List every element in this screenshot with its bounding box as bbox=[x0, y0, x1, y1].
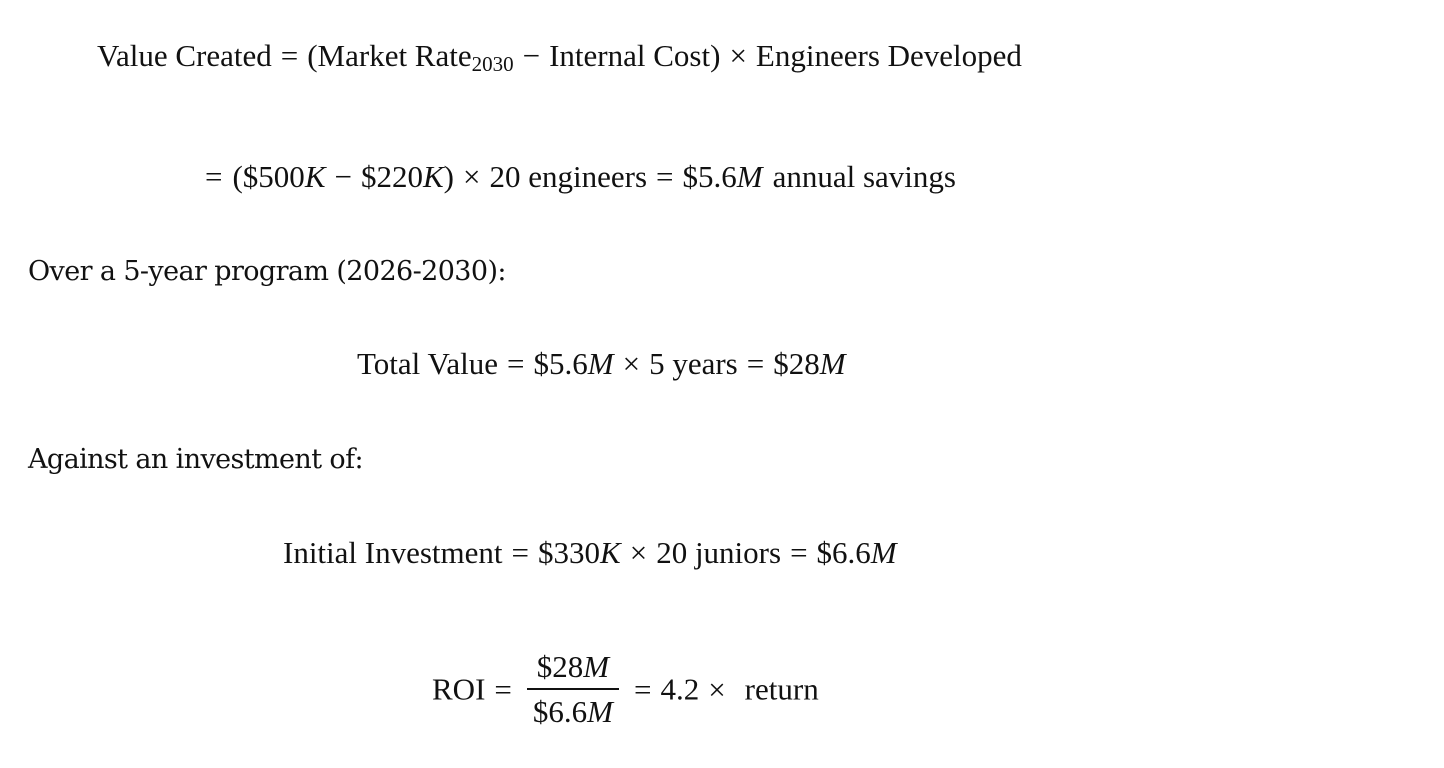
market-rate-term: (Market Rate bbox=[307, 38, 472, 73]
total-value-number: $28 bbox=[773, 346, 820, 381]
equals-sign: = bbox=[205, 159, 223, 194]
equals-sign: = bbox=[790, 535, 808, 570]
times-sign: × bbox=[463, 159, 481, 194]
equals-sign: = bbox=[633, 671, 652, 707]
total-value-label: Total Value bbox=[357, 346, 499, 381]
minus-sign: − bbox=[334, 159, 352, 194]
program-period-text: Over a 5-year program (2026-2030): bbox=[28, 256, 506, 287]
millions-variable: M bbox=[587, 694, 613, 729]
market-rate-subscript: 2030 bbox=[471, 52, 514, 76]
roi-fraction: $28M $6.6M bbox=[526, 649, 619, 727]
investment-intro-text: Against an investment of: bbox=[28, 444, 364, 475]
investment-total-number: $6.6 bbox=[816, 535, 871, 570]
millions-variable: M bbox=[736, 159, 763, 194]
years-term: 5 years bbox=[649, 346, 738, 381]
initial-investment-formula: Initial Investment = $330K × 20 juniors = $6.6… bbox=[283, 537, 897, 568]
thousands-variable: K bbox=[422, 159, 444, 194]
times-sign: × bbox=[629, 535, 648, 570]
savings-number: $5.6 bbox=[682, 159, 737, 194]
market-value-number: ($500 bbox=[232, 159, 305, 194]
fraction-numerator: $28M bbox=[526, 649, 619, 690]
value-created-label: Value Created bbox=[97, 38, 272, 73]
roi-value: 4.2 bbox=[660, 671, 700, 707]
millions-variable: M bbox=[583, 649, 610, 684]
value-created-formula: Value Created = (Market Rate2030− Internal … bbox=[97, 38, 1022, 75]
annual-savings-label: annual savings bbox=[772, 159, 956, 194]
engineers-developed-term: Engineers Developed bbox=[755, 38, 1022, 73]
times-sign: × bbox=[729, 38, 747, 73]
equals-sign: = bbox=[507, 346, 525, 381]
thousands-variable: K bbox=[600, 535, 621, 570]
annual-value-number: $5.6 bbox=[533, 346, 588, 381]
equals-sign: = bbox=[280, 38, 299, 73]
thousands-variable: K bbox=[304, 159, 326, 194]
equals-sign: = bbox=[656, 159, 674, 194]
equals-sign: = bbox=[511, 535, 530, 570]
fraction-denominator: $6.6M bbox=[527, 690, 619, 727]
close-paren: ) bbox=[443, 159, 454, 194]
engineer-count: 20 engineers bbox=[489, 159, 648, 194]
equals-sign: = bbox=[494, 671, 512, 707]
millions-variable: M bbox=[870, 535, 897, 570]
per-junior-cost-number: $330 bbox=[538, 535, 601, 570]
roi-label: ROI bbox=[432, 671, 486, 707]
millions-variable: M bbox=[819, 346, 846, 381]
equals-sign: = bbox=[746, 346, 765, 381]
annual-savings-formula: = ($500K − $220K) × 20 engineers = $5.6M annual … bbox=[205, 161, 956, 192]
minus-sign: − bbox=[522, 38, 541, 73]
denominator-number: $6.6 bbox=[532, 694, 588, 729]
roi-result: = 4.2 × return bbox=[625, 672, 819, 707]
times-sign: × bbox=[708, 671, 726, 707]
junior-count: 20 juniors bbox=[656, 535, 782, 570]
roi-formula: ROI = $28M $6.6M = 4.2 × return bbox=[432, 651, 819, 727]
initial-investment-label: Initial Investment bbox=[283, 535, 503, 570]
return-label: return bbox=[744, 671, 819, 707]
internal-cost-term: Internal Cost) bbox=[549, 38, 721, 73]
millions-variable: M bbox=[587, 346, 614, 381]
times-sign: × bbox=[622, 346, 641, 381]
numerator-number: $28 bbox=[536, 649, 584, 684]
total-value-formula: Total Value = $5.6M × 5 years = $28M bbox=[357, 348, 846, 379]
internal-cost-number: $220 bbox=[360, 159, 423, 194]
